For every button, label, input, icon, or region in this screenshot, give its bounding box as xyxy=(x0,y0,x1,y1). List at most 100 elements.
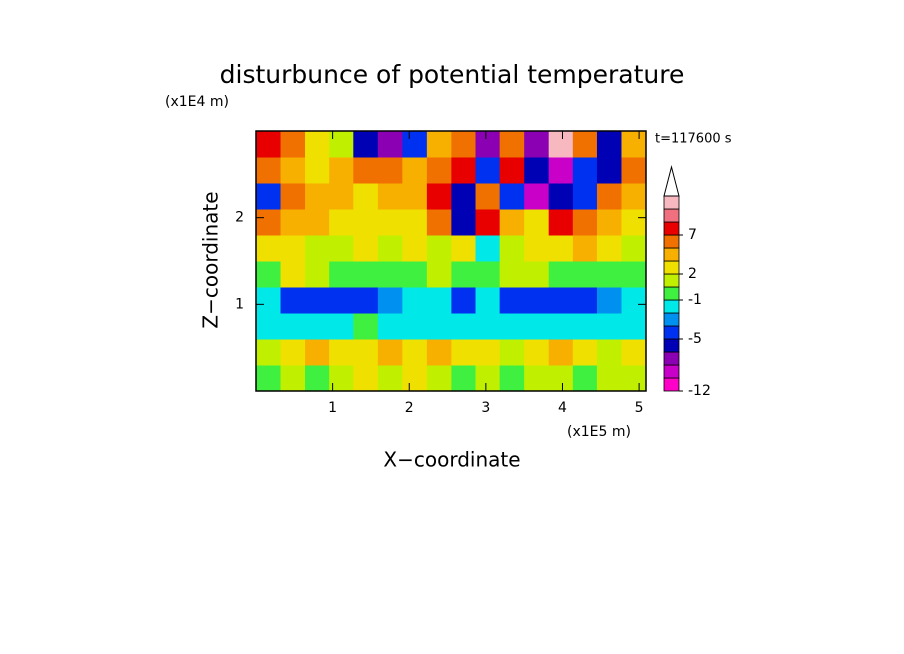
contour-cell xyxy=(305,209,330,236)
contour-cell xyxy=(305,313,330,340)
colorbar-label: 2 xyxy=(688,266,697,282)
contour-cell xyxy=(548,235,574,262)
contour-cell xyxy=(572,183,598,210)
colorbar-band xyxy=(663,286,680,301)
contour-cell xyxy=(329,209,354,236)
contour-cell xyxy=(524,287,550,314)
contour-cell xyxy=(402,339,428,366)
contour-cell xyxy=(499,261,525,288)
contour-cell xyxy=(280,235,306,262)
contour-cell xyxy=(524,313,550,340)
colorbar-label: -1 xyxy=(688,292,702,308)
contour-cell xyxy=(451,235,477,262)
contour-cell xyxy=(451,209,477,236)
contour-cell xyxy=(475,183,501,210)
contour-cell xyxy=(329,287,354,314)
contour-cell xyxy=(280,313,306,340)
contour-cell xyxy=(256,313,282,340)
contour-cell xyxy=(548,183,574,210)
contour-cell xyxy=(329,183,354,210)
contour-cell xyxy=(596,209,622,236)
contour-cell xyxy=(548,339,574,366)
contour-cell xyxy=(475,209,501,236)
contour-cell xyxy=(256,365,282,392)
contour-cell xyxy=(451,183,477,210)
contour-cell xyxy=(572,261,598,288)
contour-cell xyxy=(499,209,525,236)
contour-cell xyxy=(548,261,574,288)
contour-cell xyxy=(329,339,354,366)
contour-cell xyxy=(329,365,354,392)
contour-cell xyxy=(377,365,403,392)
contour-cell xyxy=(451,287,477,314)
contour-cell xyxy=(402,261,428,288)
contour-cell xyxy=(256,287,282,314)
contour-cell xyxy=(475,365,501,392)
contour-cell xyxy=(475,261,501,288)
contour-cell xyxy=(572,235,598,262)
contour-cell xyxy=(548,313,574,340)
contour-cell xyxy=(572,131,598,158)
contour-cell xyxy=(572,157,598,184)
contour-cell xyxy=(475,235,501,262)
contour-cell xyxy=(451,365,477,392)
contour-cell xyxy=(426,235,452,262)
contour-cell xyxy=(572,209,598,236)
y-tick-label: 1 xyxy=(235,296,244,312)
contour-cell xyxy=(280,287,306,314)
contour-cell xyxy=(377,131,403,158)
contour-cell xyxy=(524,339,550,366)
contour-cell xyxy=(499,183,525,210)
contour-cell xyxy=(499,287,525,314)
contour-cell xyxy=(499,313,525,340)
y-axis-label: Z−coordinate xyxy=(199,191,223,328)
contour-cell xyxy=(353,313,379,340)
contour-cell xyxy=(305,235,330,262)
contour-cell xyxy=(377,287,403,314)
contour-cell xyxy=(426,365,452,392)
x-tick-label: 5 xyxy=(635,400,644,416)
contour-cell xyxy=(475,131,501,158)
y-tick-label: 2 xyxy=(235,210,244,226)
contour-cell xyxy=(621,131,647,158)
colorbar-extension xyxy=(663,165,680,197)
colorbar-band xyxy=(663,260,680,275)
contour-cell xyxy=(475,157,501,184)
contour-cell xyxy=(524,209,550,236)
contour-cell xyxy=(305,287,330,314)
contour-cell xyxy=(377,313,403,340)
colorbar-band xyxy=(663,247,680,262)
contour-cell xyxy=(329,313,354,340)
contour-cell xyxy=(280,339,306,366)
contour-cell xyxy=(548,365,574,392)
contour-cell xyxy=(499,131,525,158)
contour-cell xyxy=(426,131,452,158)
colorbar-band xyxy=(663,377,680,392)
contour-cell xyxy=(256,261,282,288)
x-axis-label: X−coordinate xyxy=(383,448,520,472)
contour-cell xyxy=(426,209,452,236)
contour-cell xyxy=(353,209,379,236)
contour-cell xyxy=(280,209,306,236)
contour-cell xyxy=(621,287,647,314)
colorbar-band xyxy=(663,299,680,314)
contour-cell xyxy=(402,209,428,236)
contour-cell xyxy=(426,183,452,210)
contour-cell xyxy=(256,209,282,236)
contour-cell xyxy=(280,365,306,392)
contour-cell xyxy=(353,131,379,158)
contour-cell xyxy=(524,365,550,392)
contour-cell xyxy=(596,261,622,288)
contour-cell xyxy=(305,131,330,158)
contour-cell xyxy=(621,313,647,340)
contour-cell xyxy=(572,339,598,366)
contour-cell xyxy=(596,287,622,314)
contour-cell xyxy=(499,339,525,366)
x-tick-label: 1 xyxy=(328,400,337,416)
contour-cell xyxy=(280,157,306,184)
contour-cell xyxy=(377,209,403,236)
contour-cell xyxy=(402,183,428,210)
contour-cell xyxy=(402,131,428,158)
contour-cell xyxy=(621,261,647,288)
contour-cell xyxy=(451,131,477,158)
